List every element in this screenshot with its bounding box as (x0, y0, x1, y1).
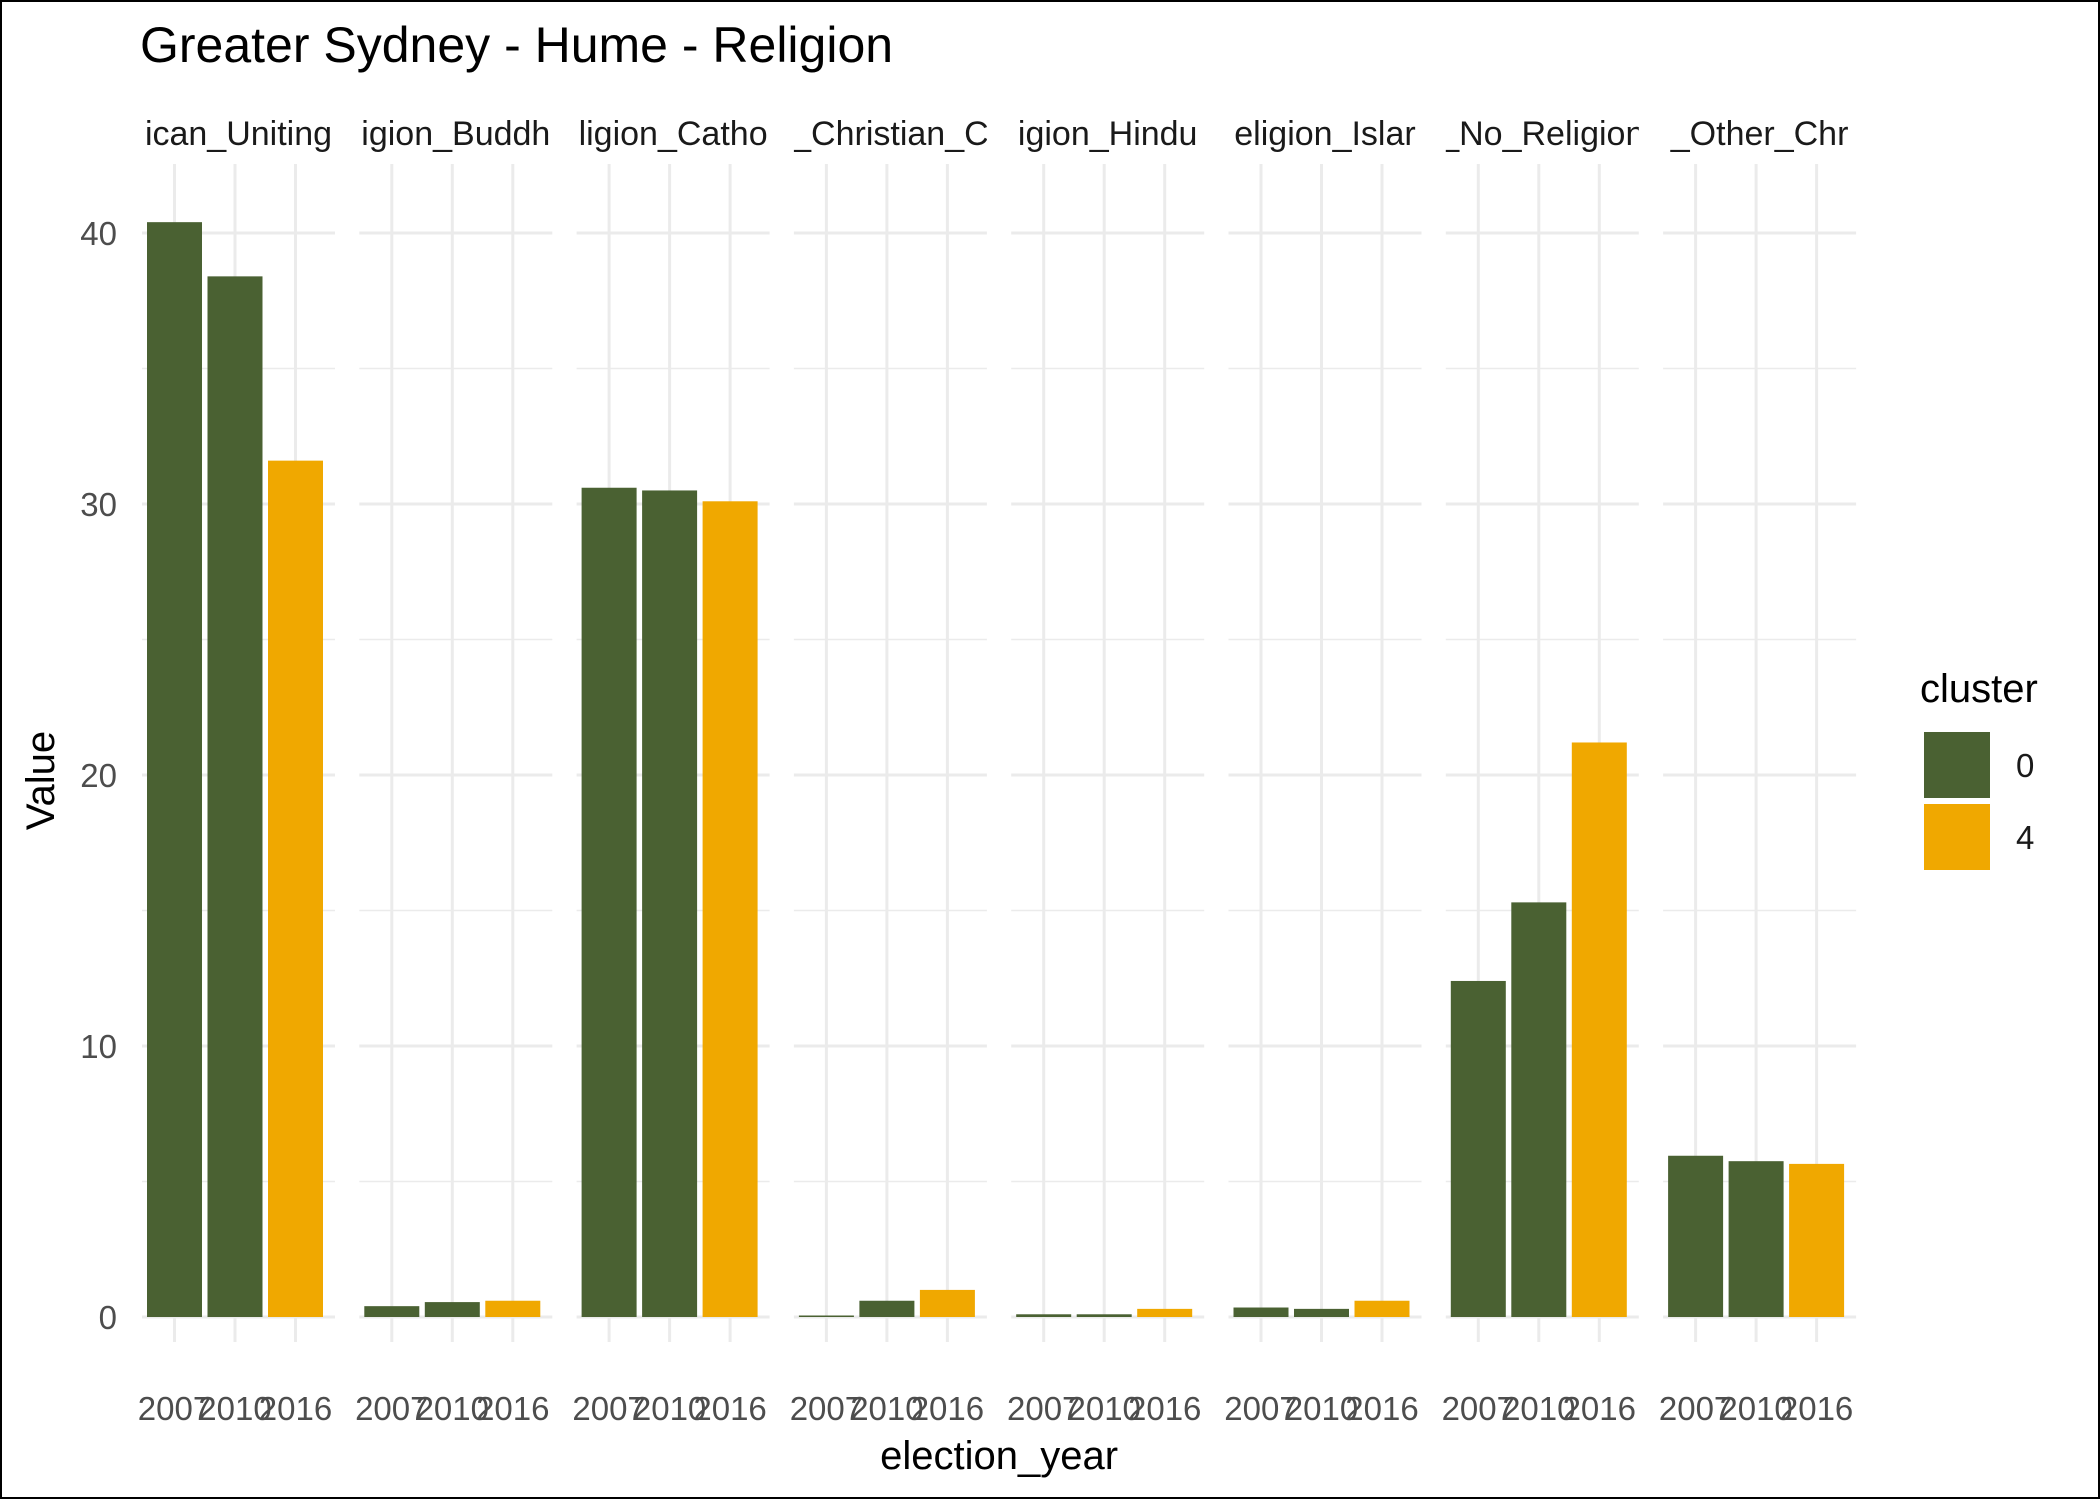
bar (1233, 1307, 1289, 1317)
facet-strip-label: igion_Hindu (1018, 115, 1198, 153)
bar (798, 1315, 854, 1317)
x-tick-label: 2016 (911, 1390, 984, 1427)
x-tick-label: 2016 (1128, 1390, 1201, 1427)
legend-title: cluster (1920, 667, 2038, 711)
y-axis-title: Value (19, 731, 63, 830)
bar (702, 501, 758, 1317)
x-tick-label: 2010 (1285, 1390, 1358, 1427)
x-tick-label: 2007 (1442, 1390, 1515, 1427)
legend: cluster 0 4 (1920, 667, 2038, 870)
bar (919, 1289, 975, 1317)
bar (1076, 1314, 1132, 1317)
x-tick-label: 2010 (1067, 1390, 1140, 1427)
legend-label: 4 (2016, 819, 2034, 856)
y-tick-label: 0 (99, 1299, 117, 1336)
x-tick-label: 2007 (1224, 1390, 1297, 1427)
bar (642, 490, 698, 1317)
y-tick-label: 40 (80, 215, 117, 252)
bar (207, 276, 263, 1317)
x-tick-label: 2007 (355, 1390, 428, 1427)
x-tick-label: 2016 (1345, 1390, 1418, 1427)
x-tick-label: 2010 (633, 1390, 706, 1427)
facet-strip-label: ligion_Catho (579, 115, 768, 153)
bar (1294, 1308, 1349, 1317)
x-tick-label: 2010 (416, 1390, 489, 1427)
bar (859, 1300, 915, 1317)
x-tick-label: 2007 (572, 1390, 645, 1427)
facet-strip-label: _Christian_C (791, 115, 989, 153)
bar (1728, 1161, 1784, 1317)
x-tick-label: 2016 (693, 1390, 766, 1427)
bar (1511, 902, 1567, 1317)
bar (1571, 742, 1627, 1317)
bar (485, 1300, 541, 1317)
x-tick-label: 2010 (1502, 1390, 1575, 1427)
y-tick-label: 10 (80, 1028, 117, 1065)
x-tick-label: 2010 (1719, 1390, 1792, 1427)
bar (147, 222, 202, 1317)
legend-key (1924, 732, 1990, 798)
facet-strip-label: igion_Buddh (361, 115, 550, 153)
facet-strip-label: _No_Religion (1439, 115, 1644, 153)
legend-key (1924, 804, 1990, 870)
x-tick-label: 2010 (850, 1390, 923, 1427)
x-tick-label: 2016 (1780, 1390, 1853, 1427)
bar (1016, 1314, 1072, 1317)
bar (268, 460, 323, 1317)
legend-label: 0 (2016, 747, 2034, 784)
facet-strip-label: eligion_Islar (1234, 115, 1415, 153)
bar (1668, 1155, 1724, 1317)
bar (1789, 1163, 1845, 1317)
x-tick-label: 2007 (1007, 1390, 1080, 1427)
x-axis-title: election_year (880, 1434, 1118, 1478)
x-tick-label: 2007 (138, 1390, 211, 1427)
chart-title: Greater Sydney - Hume - Religion (140, 17, 893, 73)
bar (581, 487, 637, 1317)
bar (364, 1306, 420, 1317)
x-tick-label: 2010 (198, 1390, 271, 1427)
facet-strip-label: ican_Uniting (145, 115, 332, 153)
facet-strip-label: _Other_Chr (1670, 115, 1849, 153)
bar (1450, 980, 1506, 1317)
y-tick-label: 20 (80, 757, 117, 794)
bar (1354, 1300, 1410, 1317)
x-tick-label: 2016 (476, 1390, 549, 1427)
bar (1137, 1308, 1193, 1317)
x-tick-label: 2016 (259, 1390, 332, 1427)
bar (424, 1302, 480, 1317)
x-tick-label: 2007 (790, 1390, 863, 1427)
x-tick-label: 2007 (1659, 1390, 1732, 1427)
y-tick-label: 30 (80, 486, 117, 523)
x-tick-label: 2016 (1563, 1390, 1636, 1427)
